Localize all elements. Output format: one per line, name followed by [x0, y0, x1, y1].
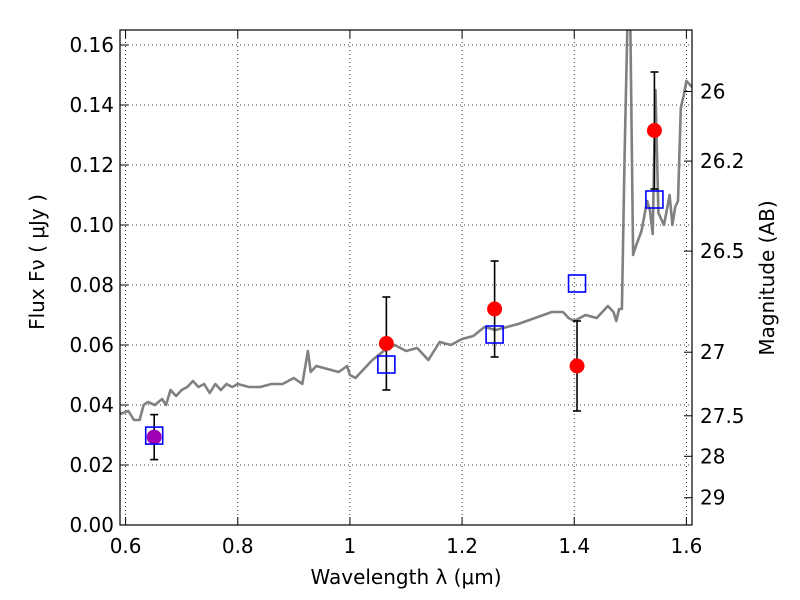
- x-tick-label: 0.8: [222, 534, 254, 558]
- y-tick-label: 0.08: [69, 273, 114, 297]
- observed-point: [569, 358, 585, 374]
- model-band-point: [144, 426, 164, 445]
- x-tick-label: 1.2: [446, 534, 478, 558]
- sed-model-layer: [120, 30, 692, 422]
- right-tick-label: 26.2: [700, 149, 745, 173]
- error-bars: [150, 71, 659, 461]
- x-axis-label: Wavelength λ (μm): [310, 565, 501, 589]
- right-tick-label: 26.5: [700, 239, 745, 263]
- data-points: [144, 123, 664, 445]
- right-axis-label: Magnitude (AB): [755, 200, 779, 355]
- grid: [120, 30, 692, 526]
- model-band-point: [485, 325, 504, 344]
- model-band-point: [645, 190, 664, 209]
- y-tick-label: 0.10: [69, 213, 114, 237]
- x-tick-label: 1.6: [670, 534, 702, 558]
- sed-model-curve: [120, 30, 692, 422]
- model-band-point: [567, 274, 587, 293]
- right-tick-label: 28: [700, 444, 725, 468]
- y-tick-label: 0.02: [69, 453, 114, 477]
- y-tick-label: 0.06: [69, 333, 114, 357]
- right-tick-label: 27.5: [700, 404, 745, 428]
- y-tick-label: 0.00: [69, 513, 114, 537]
- y-tick-label: 0.16: [69, 33, 114, 57]
- x-tick-label: 0.6: [110, 534, 142, 558]
- axis-ticks: 0.6 0.8 1 1.2 1.4 1.6 0.00 0.02 0.04 0.06 0.08 0.10…: [69, 30, 745, 558]
- y-tick-label: 0.14: [69, 93, 114, 117]
- right-tick-label: 26: [700, 80, 725, 104]
- right-tick-label: 27: [700, 340, 725, 364]
- observed-point: [487, 301, 503, 317]
- right-tick-label: 29: [700, 486, 725, 510]
- model-band-point: [377, 355, 396, 374]
- x-tick-label: 1.4: [558, 534, 590, 558]
- y-tick-label: 0.12: [69, 153, 114, 177]
- y-tick-label: 0.04: [69, 393, 114, 417]
- observed-point: [146, 429, 162, 445]
- plot-frame: [119, 29, 693, 526]
- observed-point: [646, 123, 662, 138]
- y-axis-label: Flux Fν ( μJy ): [25, 194, 49, 330]
- observed-point: [378, 336, 394, 351]
- x-tick-label: 1: [344, 534, 357, 558]
